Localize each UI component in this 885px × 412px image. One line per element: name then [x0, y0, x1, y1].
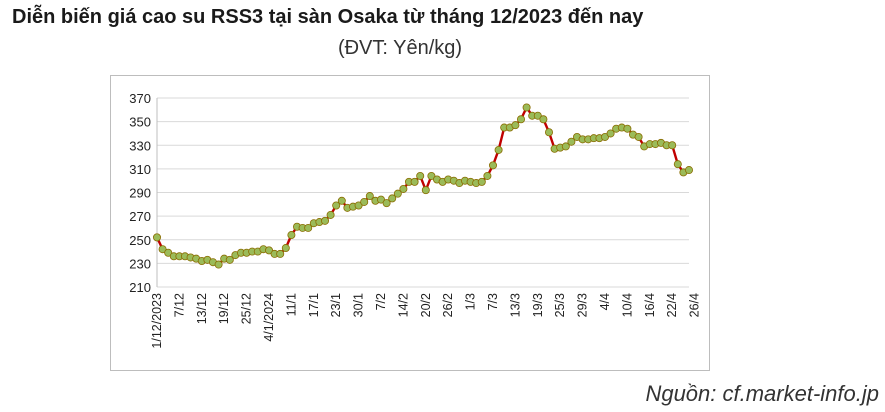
data-point — [511, 121, 520, 130]
data-point — [600, 132, 609, 141]
data-point — [320, 216, 329, 225]
data-point — [522, 103, 531, 112]
x-tick-label: 13/12 — [195, 293, 209, 324]
data-point — [264, 246, 273, 255]
data-point — [158, 245, 167, 254]
x-tick-label: 30/1 — [352, 293, 366, 317]
data-point — [332, 201, 341, 210]
data-point — [544, 128, 553, 137]
x-tick-label: 29/3 — [576, 293, 590, 317]
chart-subtitle: (ĐVT: Yên/kg) — [337, 37, 463, 59]
data-point — [276, 249, 285, 258]
x-tick-label: 4/4 — [598, 293, 612, 310]
data-point — [685, 166, 694, 175]
x-tick-label: 13/3 — [508, 293, 522, 317]
data-point — [376, 195, 385, 204]
x-tick-label: 16/4 — [643, 293, 657, 317]
y-tick-label: 230 — [129, 256, 151, 271]
data-point — [399, 184, 408, 193]
data-point — [427, 171, 436, 180]
y-tick-label: 270 — [129, 209, 151, 224]
data-point — [337, 196, 346, 205]
data-point — [634, 132, 643, 141]
data-point — [416, 171, 425, 180]
data-point — [354, 201, 363, 210]
data-point — [410, 177, 419, 186]
data-point — [561, 142, 570, 151]
chart-title: Diễn biến giá cao su RSS3 tại sàn Osaka … — [12, 6, 644, 28]
x-tick-label: 7/12 — [172, 293, 186, 317]
data-point — [567, 137, 576, 146]
data-point — [382, 199, 391, 208]
y-tick-label: 370 — [129, 91, 151, 106]
data-point — [606, 129, 615, 138]
data-point — [477, 177, 486, 186]
data-point — [388, 194, 397, 203]
data-point — [533, 111, 542, 120]
x-tick-label: 7/3 — [486, 293, 500, 310]
data-point — [365, 192, 374, 201]
source-note: Nguồn: cf.market-info.jp — [645, 381, 879, 406]
x-tick-label: 19/3 — [531, 293, 545, 317]
x-tick-label: 14/2 — [396, 293, 410, 317]
y-tick-label: 330 — [129, 138, 151, 153]
y-tick-label: 350 — [129, 115, 151, 130]
y-tick-label: 310 — [129, 162, 151, 177]
data-point — [673, 160, 682, 169]
data-point — [287, 231, 296, 240]
data-point — [304, 223, 313, 232]
x-tick-label: 19/12 — [217, 293, 231, 324]
x-tick-label: 25/3 — [553, 293, 567, 317]
y-tick-label: 290 — [129, 186, 151, 201]
data-point — [214, 260, 223, 269]
x-tick-label: 25/12 — [240, 293, 254, 324]
x-tick-label: 7/2 — [374, 293, 388, 310]
x-tick-label: 26/4 — [688, 293, 702, 317]
price-line-chart: 210 230 250 270 290 310 330 350 370 1/12/2023 7/12… — [129, 91, 702, 349]
y-tick-label: 210 — [129, 280, 151, 295]
x-tick-label: 17/1 — [307, 293, 321, 317]
data-point — [494, 145, 503, 154]
x-tick-label: 1/3 — [464, 293, 478, 310]
data-point — [326, 210, 335, 219]
data-point — [488, 161, 497, 170]
data-point — [483, 171, 492, 180]
x-tick-label: 23/1 — [329, 293, 343, 317]
data-point — [623, 124, 632, 133]
chart-frame: 210 230 250 270 290 310 330 350 370 1/12/2023 7/12… — [110, 75, 710, 371]
x-tick-label: 22/4 — [665, 293, 679, 317]
data-point — [153, 233, 162, 242]
x-tick-label: 11/1 — [284, 293, 298, 316]
data-point — [360, 197, 369, 206]
data-point — [421, 186, 430, 195]
x-tick-label: 10/4 — [620, 293, 634, 317]
data-point — [281, 244, 290, 253]
data-point — [539, 115, 548, 124]
x-tick-label: 20/2 — [419, 293, 433, 317]
data-point — [668, 141, 677, 150]
y-tick-label: 250 — [129, 233, 151, 248]
data-point — [225, 255, 234, 264]
x-tick-label: 26/2 — [441, 293, 455, 317]
data-point — [164, 248, 173, 257]
x-tick-label: 4/1/2024 — [262, 293, 276, 342]
data-point — [393, 189, 402, 198]
data-point — [516, 115, 525, 124]
x-tick-label: 1/12/2023 — [150, 293, 164, 349]
